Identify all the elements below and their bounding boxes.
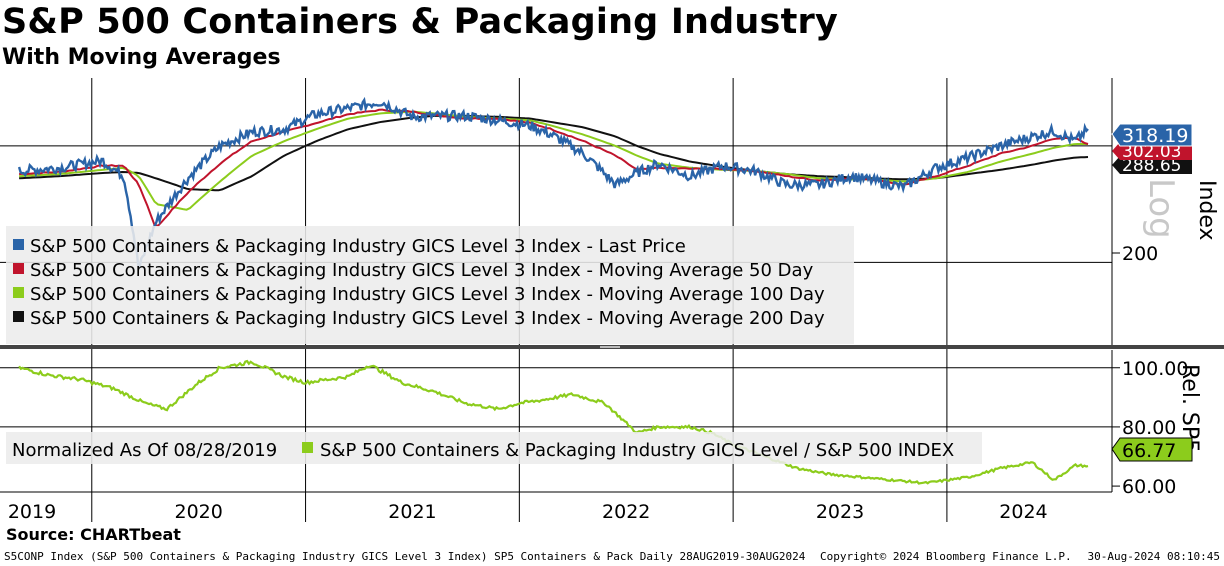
x-tick-label-2022: 2022 <box>602 501 650 523</box>
legend-label-0: S&P 500 Containers & Packaging Industry … <box>30 236 686 257</box>
source-note: Source: CHARTbeat <box>6 525 181 544</box>
log-scale-label: Log <box>1141 178 1181 239</box>
price-line <box>17 96 1089 269</box>
footer-copyright: Copyright© 2024 Bloomberg Finance L.P. <box>820 550 1072 563</box>
rel-tick-label-60: 60.00 <box>1122 476 1176 498</box>
x-tick-label-2019: 2019 <box>8 501 56 523</box>
legend-label-3: S&P 500 Containers & Packaging Industry … <box>30 308 825 329</box>
legend-swatch-0 <box>13 239 24 250</box>
rel-tick-label-80: 80.00 <box>1122 417 1176 439</box>
last-value-tag-relative: 66.77 <box>1111 437 1193 462</box>
legend-box <box>6 226 854 344</box>
relative-line <box>18 359 1089 485</box>
normalized-note: Normalized As Of 08/28/2019 <box>12 440 277 461</box>
panel-divider-handle[interactable] <box>600 346 620 348</box>
legend-swatch-3 <box>13 311 24 322</box>
legend-swatch-1 <box>13 263 24 274</box>
last-value-tag-price: 318.19 <box>1111 123 1193 147</box>
price-axis-title: Index <box>1194 180 1219 241</box>
rel-tick-label-100: 100.00 <box>1122 358 1188 380</box>
relative-legend-swatch <box>302 442 313 453</box>
footer-description: S5CONP Index (S&P 500 Containers & Packa… <box>4 550 806 563</box>
relative-y-ticks: 100.00 80.00 60.00 <box>1112 358 1188 498</box>
relative-panel-lines <box>18 359 1089 485</box>
chart-subtitle: With Moving Averages <box>2 45 281 70</box>
x-axis-labels: 2019 2020 2021 2022 2023 2024 <box>8 492 1048 523</box>
price-legend: S&P 500 Containers & Packaging Industry … <box>13 236 825 329</box>
legend-label-1: S&P 500 Containers & Packaging Industry … <box>30 260 814 281</box>
relative-legend-box <box>6 432 982 464</box>
x-tick-label-2023: 2023 <box>816 501 864 523</box>
price-panel-lines <box>17 96 1089 269</box>
svg-text:302.03: 302.03 <box>1122 142 1181 162</box>
x-tick-label-2020: 2020 <box>174 501 222 523</box>
svg-text:66.77: 66.77 <box>1122 440 1176 462</box>
y-tick-label-200: 200 <box>1122 243 1158 265</box>
ma100-line <box>19 110 1088 211</box>
x-tick-label-2024: 2024 <box>999 501 1047 523</box>
legend-swatch-2 <box>13 287 24 298</box>
svg-text:288.65: 288.65 <box>1122 156 1181 176</box>
legend-label-2: S&P 500 Containers & Packaging Industry … <box>30 284 825 305</box>
svg-text:318.19: 318.19 <box>1122 125 1188 147</box>
chart-title: S&P 500 Containers & Packaging Industry <box>2 2 838 42</box>
footer-timestamp: 30-Aug-2024 08:10:45 <box>1087 550 1220 563</box>
relative-legend-label: S&P 500 Containers & Packaging Industry … <box>320 440 954 461</box>
x-tick-label-2021: 2021 <box>388 501 436 523</box>
last-value-tag-ma200: 288.65 <box>1112 156 1192 176</box>
